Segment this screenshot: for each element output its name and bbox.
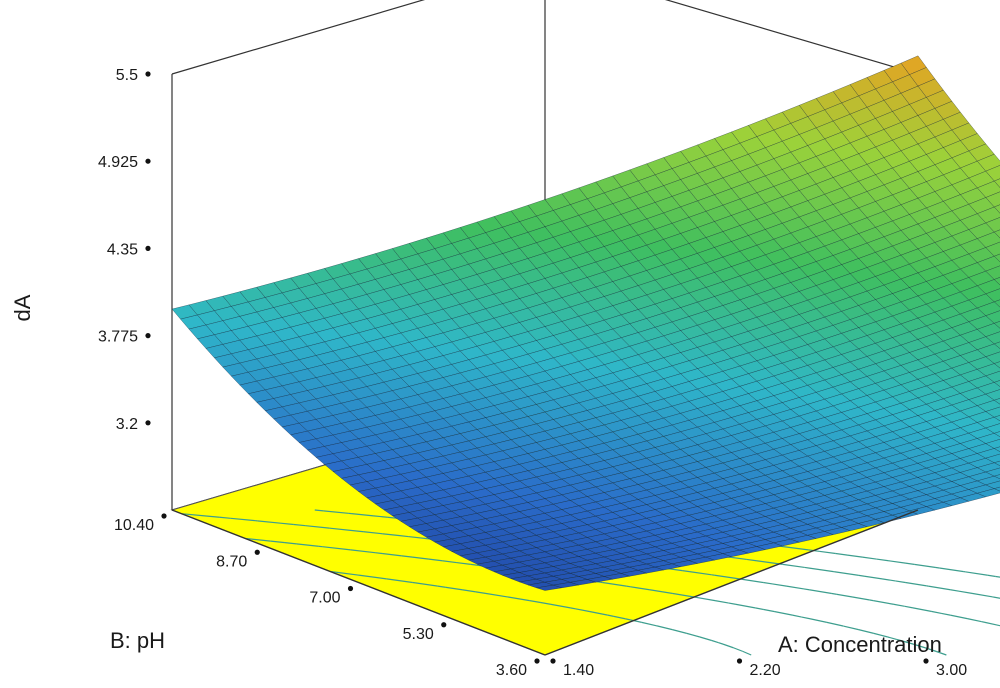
z-tick-mark — [145, 420, 151, 426]
box-edge-floor-front-left — [171, 509, 546, 656]
x-tick-mark — [736, 658, 743, 664]
z-tick-mark — [145, 333, 151, 339]
y-tick-label: 5.30 — [403, 626, 434, 643]
z-tick-label: 3.775 — [98, 329, 138, 346]
box-edge-floor-front-right — [544, 509, 919, 656]
z-tick-label: 5.5 — [116, 67, 138, 84]
x-tick-label: 3.00 — [936, 662, 967, 679]
x-tick-mark — [550, 658, 556, 664]
x-axis-title: A: Concentration — [778, 632, 942, 657]
z-tick-label: 3.2 — [116, 416, 138, 433]
y-tick-mark — [347, 585, 354, 592]
y-tick-mark — [254, 549, 260, 555]
z-axis-title: dA — [10, 294, 35, 321]
y-tick-mark — [161, 513, 167, 519]
z-tick-mark — [145, 245, 151, 251]
z-tick-label: 4.35 — [107, 241, 138, 258]
box-edge-top-left — [171, 0, 426, 75]
x-tick-label: 1.40 — [563, 662, 594, 679]
y-tick-label: 10.40 — [114, 517, 154, 534]
x-tick-label: 2.20 — [750, 662, 781, 679]
y-axis-title: B: pH — [110, 628, 165, 653]
bounding-box-front-edges — [171, 509, 919, 656]
x-tick-mark — [923, 658, 929, 664]
box-edge-top-right — [664, 0, 919, 75]
z-tick-label: 4.925 — [98, 154, 138, 171]
axis-ticks: 3.23.7754.354.9255.51.402.203.003.804.60… — [98, 67, 967, 679]
y-tick-mark — [534, 658, 540, 664]
y-tick-label: 8.70 — [216, 553, 247, 570]
z-tick-mark — [145, 71, 151, 77]
y-tick-label: 7.00 — [309, 590, 340, 607]
y-tick-label: 3.60 — [496, 662, 527, 679]
y-tick-mark — [441, 622, 447, 628]
response-surface — [171, 55, 1000, 591]
z-tick-mark — [145, 158, 151, 164]
